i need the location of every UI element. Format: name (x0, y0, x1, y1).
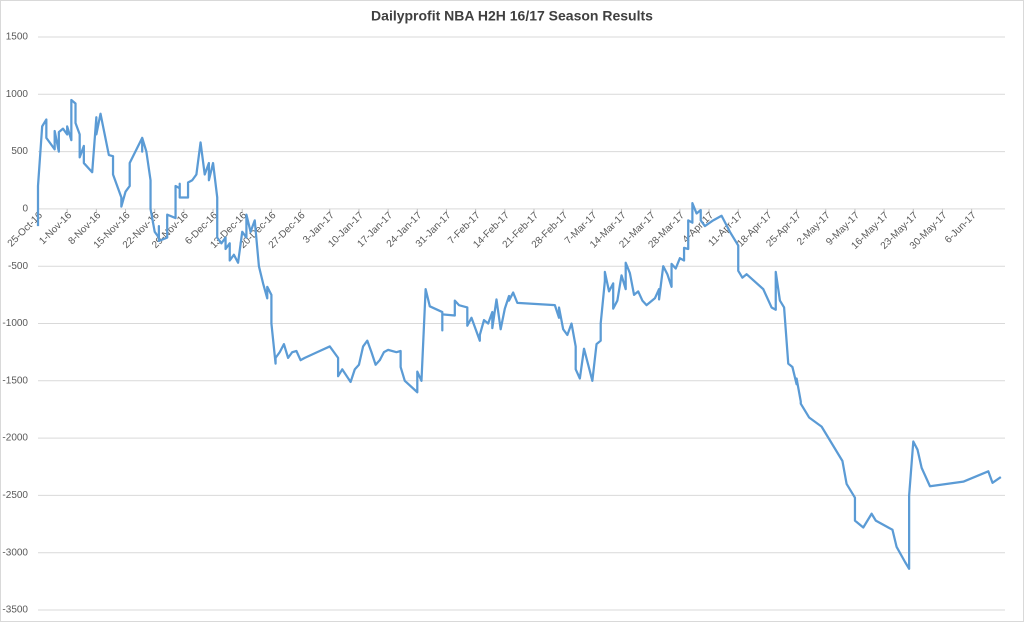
y-tick-label: -3500 (2, 605, 28, 616)
data-line (36, 98, 1002, 570)
y-tick-label: 1000 (6, 89, 29, 100)
y-tick-label: -3000 (2, 547, 28, 558)
y-tick-label: -1500 (2, 375, 28, 386)
y-tick-label: 1500 (6, 32, 29, 43)
y-tick-label: -1000 (2, 318, 28, 329)
y-tick-label: -500 (8, 261, 28, 272)
y-tick-label: -2000 (2, 433, 28, 444)
y-tick-label: -2500 (2, 490, 28, 501)
y-tick-label: 0 (22, 204, 28, 215)
y-tick-label: 500 (11, 146, 28, 157)
chart-title: Dailyprofit NBA H2H 16/17 Season Results (371, 8, 653, 24)
